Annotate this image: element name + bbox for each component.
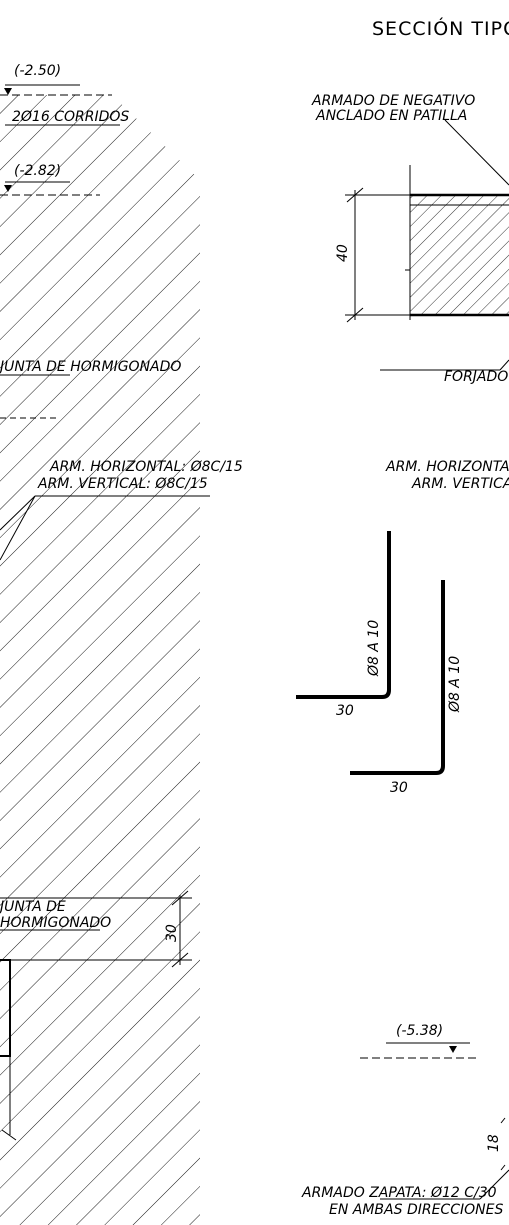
dim-footing: 30: [164, 924, 180, 942]
dim-bar-right: Ø8 A 10: [447, 655, 463, 712]
arm-horizontal-right: ARM. HORIZONTAL: [386, 459, 509, 475]
section-title: SECCIÓN TIPO: [372, 18, 509, 40]
zapata-leader: [380, 1117, 509, 1200]
level-mid: (-2.82): [14, 163, 62, 179]
rebar-shapes: [296, 531, 445, 775]
level-top: (-2.50): [14, 63, 62, 79]
dim-foot-left: 30: [336, 703, 354, 719]
negativo-line2: ANCLADO EN PATILLA: [316, 108, 468, 124]
rebar-corridos: 2Ø16 CORRIDOS: [12, 109, 130, 125]
footing-dimension: [0, 890, 192, 968]
arm-horizontal-left: ARM. HORIZONTAL: Ø8C/15: [50, 459, 243, 475]
zapata-line2: EN AMBAS DIRECCIONES: [329, 1202, 504, 1218]
dim-foot-right: 30: [390, 780, 408, 796]
forjado-label: FORJADO: [444, 369, 509, 385]
junta-label-2a: JUNTA DE: [0, 899, 66, 915]
dim-bar-left: Ø8 A 10: [366, 619, 382, 676]
junta-label-1: JUNTA DE HORMIGONADO: [0, 359, 182, 375]
level-bottom: (-5.38): [396, 1023, 444, 1039]
level-marker-mid: [4, 181, 70, 192]
junta-label-2b: HORMIGONADO: [0, 915, 112, 931]
zapata-line1: ARMADO ZAPATA: Ø12 C/30: [302, 1185, 497, 1201]
dim-zapata: 18: [486, 1134, 502, 1152]
level-marker-top: [4, 84, 80, 95]
arm-vertical-right: ARM. VERTICAL: [412, 476, 509, 492]
leaders-left: [0, 124, 210, 931]
wall-section: [0, 94, 200, 1225]
dim-slab: 40: [335, 244, 351, 262]
level-marker-bottom: [360, 1042, 478, 1059]
negativo-line1: ARMADO DE NEGATIVO: [312, 93, 476, 109]
arm-vertical-left: ARM. VERTICAL: Ø8C/15: [38, 476, 208, 492]
slab-detail: [345, 119, 509, 371]
